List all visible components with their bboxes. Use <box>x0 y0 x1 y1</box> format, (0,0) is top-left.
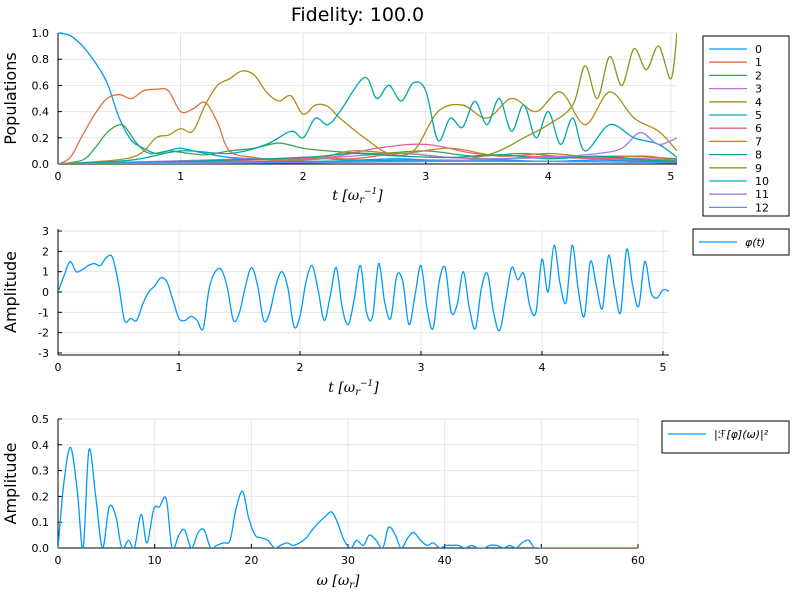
y-tick-label: -2 <box>38 327 49 340</box>
x-tick-label: 0 <box>55 170 62 183</box>
series-line-φ(t) <box>58 244 669 332</box>
legend-box <box>661 420 790 454</box>
y-tick-label: 0.4 <box>32 439 50 452</box>
x-tick-label: 20 <box>244 554 258 567</box>
x-tick-label: 2 <box>296 361 303 374</box>
legend-entry: 0 <box>755 43 762 56</box>
x-tick-label: 5 <box>659 361 666 374</box>
x-axis-label: t [ωr−1] <box>332 187 383 206</box>
x-tick-label: 2 <box>300 170 307 183</box>
series-line-6 <box>58 143 677 164</box>
legend: φ(t) <box>692 228 790 256</box>
y-tick-label: 0.5 <box>32 413 50 426</box>
legend-entry: 2 <box>755 69 762 82</box>
chart-panel-3: 0 10 20 30 40 50 60 0.0 0.1 0.2 0.3 0.4 0.5 ω [ωr] Amp… <box>1 413 790 591</box>
y-tick-label: 0.0 <box>32 542 50 555</box>
chart-title: Fidelity: 100.0 <box>291 4 424 26</box>
legend-entry: 12 <box>755 201 769 214</box>
x-tick-label: 4 <box>545 170 552 183</box>
legend-entry: 3 <box>755 83 762 96</box>
y-tick-label: 0.2 <box>32 490 50 503</box>
y-axis-label: Amplitude <box>1 443 20 525</box>
series-line-5 <box>58 76 677 164</box>
y-tick-label: 0.8 <box>32 53 50 66</box>
x-axis-label: ω [ωr] <box>317 573 361 591</box>
x-tick-label: 10 <box>148 554 162 567</box>
y-tick-label: 0.0 <box>32 158 50 171</box>
legend-entry: 9 <box>755 162 762 175</box>
legend: |ℱ[φ](ω)|² <box>661 420 790 454</box>
series-line-0 <box>58 32 677 164</box>
legend-entry: 4 <box>755 96 762 109</box>
series-line-|ℱ[φ](ω)|² <box>58 446 638 548</box>
series-line-12 <box>58 160 677 164</box>
x-tick-label: 1 <box>177 170 184 183</box>
x-tick-label: 0 <box>55 554 62 567</box>
x-tick-label: 30 <box>341 554 355 567</box>
series-line-2 <box>58 123 677 164</box>
x-tick-label: 5 <box>667 170 674 183</box>
y-tick-label: -1 <box>38 306 49 319</box>
series-line-4 <box>58 70 677 164</box>
y-tick-label: 0.4 <box>32 106 50 119</box>
y-tick-label: 2 <box>42 245 49 258</box>
legend-entry: φ(t) <box>745 236 765 249</box>
chart-panel-2: 0 1 2 3 4 5 -3 -2 -1 0 1 2 3 t [ωr−1] Amplitude φ(t) <box>1 225 790 398</box>
legend-entry: 1 <box>755 56 762 69</box>
y-tick-label: 0.3 <box>32 465 50 478</box>
legend-entry: 6 <box>755 122 762 135</box>
legend-entry: 8 <box>755 149 762 162</box>
y-tick-label: 3 <box>42 225 49 238</box>
x-tick-label: 4 <box>538 361 545 374</box>
x-tick-label: 40 <box>438 554 452 567</box>
legend-entry: |ℱ[φ](ω)|² <box>714 428 769 441</box>
y-tick-label: 1.0 <box>32 27 50 40</box>
x-tick-label: 1 <box>175 361 182 374</box>
series-line-8 <box>58 152 677 164</box>
y-tick-label: 0.6 <box>32 79 50 92</box>
x-tick-label: 50 <box>534 554 548 567</box>
legend-entry: 7 <box>755 135 762 148</box>
y-axis-label: Amplitude <box>1 251 20 333</box>
y-tick-label: 0.2 <box>32 132 50 145</box>
x-tick-label: 60 <box>631 554 645 567</box>
y-tick-label: 0.1 <box>32 516 50 529</box>
y-tick-label: 1 <box>42 266 49 279</box>
legend-entry: 11 <box>755 188 769 201</box>
x-tick-label: 3 <box>417 361 424 374</box>
y-tick-label: -3 <box>38 347 49 360</box>
y-axis-label: Populations <box>1 52 20 144</box>
y-tick-label: 0 <box>42 286 49 299</box>
x-tick-label: 3 <box>422 170 429 183</box>
legend-box <box>702 35 790 217</box>
x-tick-label: 0 <box>55 361 62 374</box>
legend-entry: 10 <box>755 175 769 188</box>
legend-entry: 5 <box>755 109 762 122</box>
x-axis-label: t [ωr−1] <box>328 379 379 398</box>
